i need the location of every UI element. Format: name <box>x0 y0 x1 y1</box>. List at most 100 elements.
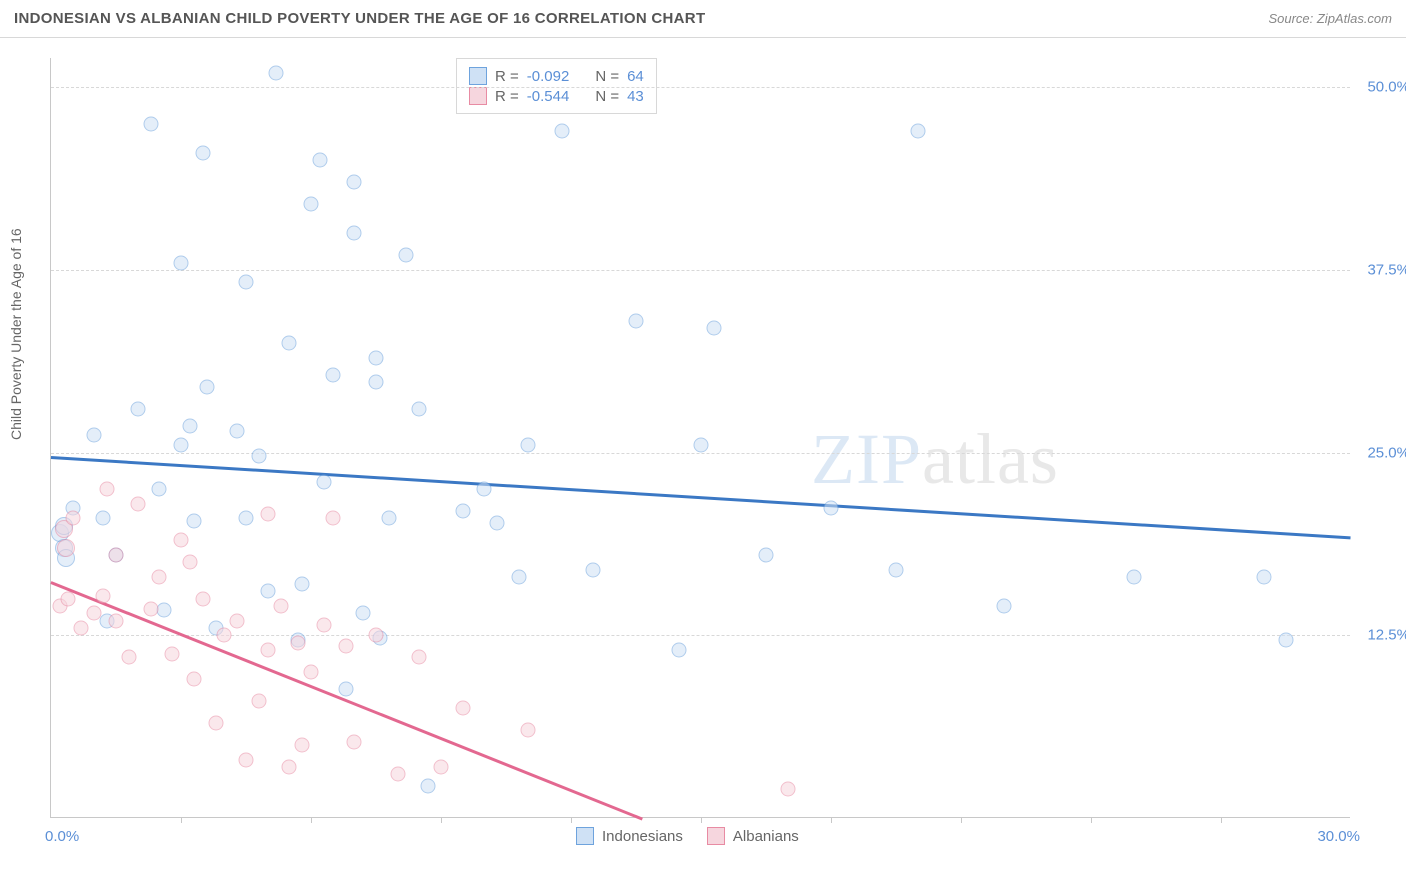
data-point <box>1127 569 1142 584</box>
x-tick-label: 0.0% <box>45 828 79 845</box>
data-point <box>282 336 297 351</box>
legend-series-label: Albanians <box>733 828 799 845</box>
data-point <box>780 781 795 796</box>
legend-swatch <box>707 827 725 845</box>
x-tick <box>441 817 442 823</box>
data-point <box>312 153 327 168</box>
data-point <box>477 482 492 497</box>
data-point <box>347 226 362 241</box>
data-point <box>239 274 254 289</box>
data-point <box>122 650 137 665</box>
gridline <box>51 87 1350 88</box>
gridline <box>51 635 1350 636</box>
legend-r-value: -0.544 <box>527 88 570 105</box>
data-point <box>555 124 570 139</box>
data-point <box>200 379 215 394</box>
data-point <box>87 606 102 621</box>
x-tick <box>571 817 572 823</box>
data-point <box>910 124 925 139</box>
x-tick <box>1221 817 1222 823</box>
data-point <box>490 515 505 530</box>
legend-n-value: 43 <box>627 88 644 105</box>
x-tick <box>961 817 962 823</box>
data-point <box>317 618 332 633</box>
data-point <box>182 419 197 434</box>
legend-r-value: -0.092 <box>527 68 570 85</box>
scatter-plot-area: ZIPatlas R =-0.092N =64R =-0.544N =43 In… <box>50 58 1350 818</box>
data-point <box>434 759 449 774</box>
correlation-legend: R =-0.092N =64 R = -0.544 N = 43 <box>456 58 657 114</box>
x-tick <box>831 817 832 823</box>
data-point <box>997 599 1012 614</box>
data-point <box>347 735 362 750</box>
data-point <box>629 314 644 329</box>
data-point <box>889 562 904 577</box>
data-point <box>152 569 167 584</box>
data-point <box>520 723 535 738</box>
data-point <box>182 555 197 570</box>
data-point <box>455 701 470 716</box>
data-point <box>390 767 405 782</box>
watermark: ZIPatlas <box>811 418 1059 501</box>
data-point <box>369 350 384 365</box>
data-point <box>100 482 115 497</box>
data-point <box>87 428 102 443</box>
data-point <box>269 65 284 80</box>
data-point <box>174 533 189 548</box>
data-point <box>217 628 232 643</box>
legend-row: R = -0.544 N = 43 <box>469 87 644 105</box>
legend-r-label: R = <box>495 88 519 105</box>
data-point <box>252 694 267 709</box>
watermark-atlas: atlas <box>922 419 1059 499</box>
trend-line <box>51 581 644 820</box>
data-point <box>130 496 145 511</box>
data-point <box>174 255 189 270</box>
data-point <box>382 511 397 526</box>
data-point <box>412 650 427 665</box>
data-point <box>109 613 124 628</box>
data-point <box>195 146 210 161</box>
data-point <box>96 588 111 603</box>
data-point <box>295 577 310 592</box>
legend-n-value: 64 <box>627 68 644 85</box>
x-tick <box>181 817 182 823</box>
series-legend: Indonesians Albanians <box>576 827 799 845</box>
gridline <box>51 270 1350 271</box>
legend-row: R =-0.092N =64 <box>469 67 644 85</box>
data-point <box>96 511 111 526</box>
y-tick-label: 50.0% <box>1355 79 1406 96</box>
data-point <box>260 584 275 599</box>
legend-item: Albanians <box>707 827 799 845</box>
data-point <box>512 569 527 584</box>
data-point <box>187 514 202 529</box>
data-point <box>369 628 384 643</box>
data-point <box>455 504 470 519</box>
source-prefix: Source: <box>1268 11 1316 26</box>
data-point <box>74 621 89 636</box>
data-point <box>239 511 254 526</box>
data-point <box>412 401 427 416</box>
data-point <box>156 603 171 618</box>
legend-n-label: N = <box>595 88 619 105</box>
data-point <box>325 511 340 526</box>
data-point <box>325 368 340 383</box>
x-tick-label: 30.0% <box>1317 828 1360 845</box>
data-point <box>273 599 288 614</box>
data-point <box>347 175 362 190</box>
data-point <box>291 635 306 650</box>
data-point <box>585 562 600 577</box>
data-point <box>230 613 245 628</box>
data-point <box>317 474 332 489</box>
data-point <box>61 591 76 606</box>
data-point <box>239 752 254 767</box>
data-point <box>143 602 158 617</box>
data-point <box>260 507 275 522</box>
data-point <box>369 375 384 390</box>
data-point <box>65 511 80 526</box>
trend-line <box>51 456 1351 539</box>
data-point <box>130 401 145 416</box>
data-point <box>421 778 436 793</box>
legend-series-label: Indonesians <box>602 828 683 845</box>
data-point <box>356 606 371 621</box>
data-point <box>520 438 535 453</box>
